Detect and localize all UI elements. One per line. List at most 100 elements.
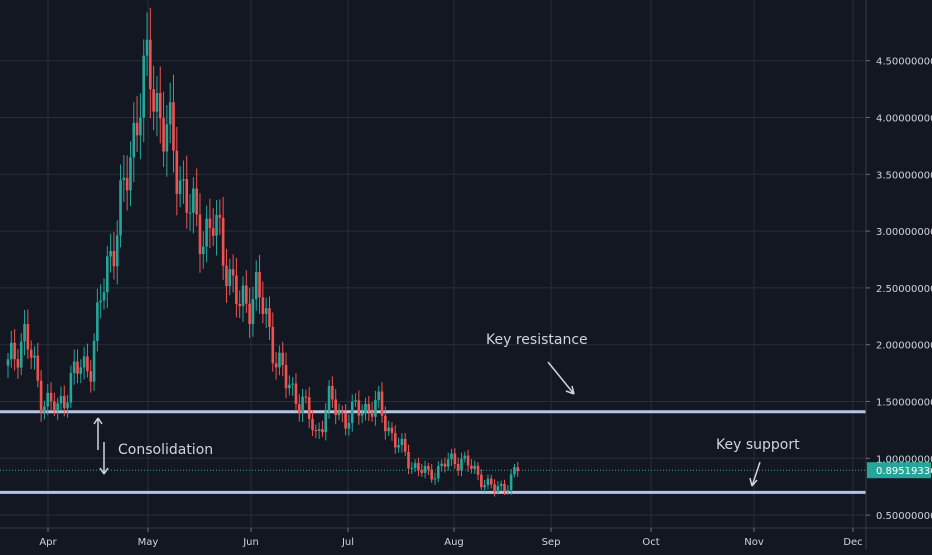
candle-body bbox=[460, 458, 463, 471]
candle-body bbox=[258, 271, 261, 298]
candle-body bbox=[195, 188, 198, 215]
candle-body bbox=[251, 299, 255, 325]
candle-body bbox=[480, 474, 483, 488]
candle-body bbox=[142, 55, 146, 118]
candle-body bbox=[496, 486, 500, 492]
candle-body bbox=[297, 404, 301, 414]
candle-body bbox=[370, 411, 374, 417]
candle-body bbox=[410, 467, 414, 469]
candle-body bbox=[360, 413, 364, 416]
annotation-consolidation: Consolidation bbox=[118, 442, 213, 458]
candle-body bbox=[115, 235, 119, 267]
candle-body bbox=[470, 465, 473, 469]
arrow-icon bbox=[547, 361, 575, 395]
candle-body bbox=[10, 342, 13, 360]
candle-body bbox=[324, 411, 328, 433]
candle-body bbox=[463, 455, 467, 459]
candle-body bbox=[86, 356, 89, 372]
candle-body bbox=[374, 399, 377, 417]
candle-body bbox=[201, 246, 205, 255]
candle-body bbox=[162, 118, 165, 152]
x-tick-label: Apr bbox=[39, 537, 57, 548]
y-tick-label: 2.00000000 bbox=[876, 341, 932, 352]
current-price-label: 0.89519336 bbox=[876, 466, 932, 477]
candle-body bbox=[16, 359, 20, 368]
candle-body bbox=[337, 411, 341, 416]
candle-body bbox=[327, 385, 331, 412]
candle-body bbox=[284, 364, 288, 389]
y-tick-label: 1.00000000 bbox=[876, 454, 932, 465]
candle-body bbox=[380, 391, 384, 416]
candle-body bbox=[281, 352, 285, 365]
candle-body bbox=[218, 214, 222, 218]
annotation-key-resistance: Key resistance bbox=[486, 332, 588, 348]
candle-body bbox=[99, 300, 102, 303]
candle-body bbox=[407, 451, 410, 469]
candle-body bbox=[440, 463, 443, 467]
candle-body bbox=[248, 303, 251, 325]
candle-body bbox=[420, 470, 424, 473]
candle-body bbox=[417, 463, 420, 471]
candle-body bbox=[331, 385, 334, 400]
candle-body bbox=[43, 406, 46, 413]
candle-body bbox=[36, 355, 40, 381]
candle-body bbox=[109, 250, 112, 257]
candle-body bbox=[119, 180, 122, 236]
annotation-key-support: Key support bbox=[716, 437, 800, 453]
candle-body bbox=[132, 122, 136, 158]
candle-body bbox=[66, 402, 69, 409]
candle-body bbox=[92, 340, 96, 382]
candle-body bbox=[56, 403, 59, 411]
candle-body bbox=[221, 217, 225, 266]
candle-body bbox=[198, 214, 202, 255]
candle-body bbox=[390, 427, 394, 434]
candle-body bbox=[466, 455, 470, 466]
candle-body bbox=[377, 391, 381, 400]
candle-body bbox=[188, 212, 192, 214]
candle-body bbox=[59, 395, 63, 404]
candle-body bbox=[231, 269, 235, 276]
candle-body bbox=[423, 466, 427, 473]
grid bbox=[0, 0, 866, 528]
x-tick-label: Dec bbox=[843, 537, 862, 548]
candle-body bbox=[403, 438, 407, 452]
candle-body bbox=[175, 150, 179, 195]
candle-body bbox=[427, 466, 430, 470]
candle-body bbox=[473, 465, 477, 469]
candle-body bbox=[178, 180, 182, 195]
candle-body bbox=[311, 418, 314, 430]
candle-body bbox=[72, 361, 76, 374]
candle-body bbox=[49, 392, 53, 402]
candle-body bbox=[228, 269, 232, 287]
current-price-line: 0.89519336 bbox=[0, 462, 932, 479]
candle-body bbox=[350, 401, 354, 424]
candle-body bbox=[453, 453, 457, 464]
candle-body bbox=[334, 399, 337, 416]
candle-body bbox=[225, 265, 228, 287]
x-tick-label: Oct bbox=[642, 537, 659, 548]
candle-body bbox=[314, 429, 318, 431]
candle-body bbox=[165, 124, 169, 152]
candle-body bbox=[430, 469, 433, 480]
y-tick-label: 1.50000000 bbox=[876, 398, 932, 409]
candle-body bbox=[102, 292, 106, 301]
candle-body bbox=[437, 466, 440, 479]
candle-body bbox=[235, 275, 238, 305]
candle-body bbox=[271, 327, 275, 364]
candle-body bbox=[261, 297, 265, 314]
annotations: Key resistance Key support Consolidation bbox=[93, 332, 800, 487]
candle-body bbox=[393, 433, 397, 448]
candle-body bbox=[168, 102, 172, 125]
y-tick-label: 3.50000000 bbox=[876, 170, 932, 181]
candle-body bbox=[288, 384, 291, 389]
candle-body bbox=[155, 93, 159, 112]
candle-body bbox=[433, 478, 437, 480]
y-tick-label: 4.00000000 bbox=[876, 114, 932, 125]
candle-body bbox=[294, 383, 298, 405]
candle-body bbox=[516, 467, 520, 472]
candle-body bbox=[29, 349, 33, 358]
candle-body bbox=[172, 102, 175, 151]
candle-body bbox=[23, 323, 26, 342]
